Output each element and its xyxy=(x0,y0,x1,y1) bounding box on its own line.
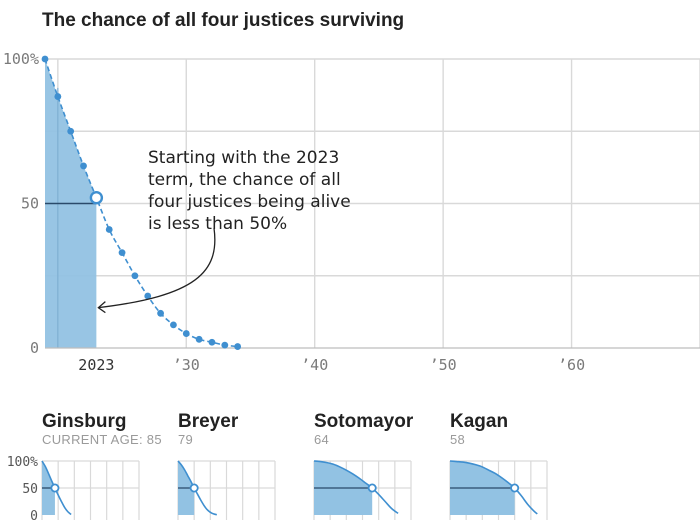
data-point xyxy=(131,272,139,280)
data-point xyxy=(67,127,75,135)
x-tick-label: ’50 xyxy=(430,356,457,374)
x-tick-label: 2023 xyxy=(78,356,114,374)
data-point xyxy=(105,226,113,233)
annotation-arrow xyxy=(98,227,216,309)
data-point xyxy=(157,309,164,317)
mini-y-tick-label: 0 xyxy=(30,509,38,520)
data-point xyxy=(195,335,203,343)
data-point xyxy=(208,338,216,346)
mini-series-line xyxy=(449,460,538,515)
x-tick-label: ’60 xyxy=(558,356,585,374)
y-tick-label: 0 xyxy=(30,339,39,357)
justice-age: 64 xyxy=(314,432,329,447)
x-tick-label: ’40 xyxy=(301,356,328,374)
data-point xyxy=(41,55,49,63)
mini-series-line xyxy=(177,460,217,516)
justice-age: 79 xyxy=(178,432,193,447)
justice-age: CURRENT AGE: 85 xyxy=(42,432,162,447)
justice-name: Kagan xyxy=(450,411,508,432)
main-plot: 0 50 100% 2023 ’30 ’40 ’50 ’60 xyxy=(3,50,700,374)
justice-name: Sotomayor xyxy=(314,411,414,432)
y-tick-label: 100% xyxy=(3,50,39,68)
justice-name: Ginsburg xyxy=(42,411,126,432)
mini-marker xyxy=(510,483,520,493)
data-point xyxy=(144,292,152,300)
mini-y-tick-label: 50 xyxy=(22,482,38,497)
justice-name: Breyer xyxy=(178,411,239,432)
data-point xyxy=(80,162,87,170)
mini-marker xyxy=(50,483,60,493)
annotation-text-line: Starting with the 2023 xyxy=(148,148,339,168)
data-point xyxy=(234,343,242,350)
mini-marker xyxy=(189,483,199,493)
data-point xyxy=(182,330,190,337)
x-tick-label: ’30 xyxy=(173,356,200,374)
annotation-text-line: term, the chance of all xyxy=(148,170,341,190)
annotation-arrowhead xyxy=(97,301,106,314)
annotation-text-line: four justices being alive xyxy=(148,192,351,212)
data-point xyxy=(170,321,177,329)
mini-series-line xyxy=(313,460,399,515)
mini-marker xyxy=(367,483,377,493)
annotation-text-line: is less than 50% xyxy=(148,214,287,234)
data-point xyxy=(54,93,62,100)
y-tick-label: 50 xyxy=(21,195,39,213)
data-point xyxy=(221,341,229,349)
mini-y-tick-label: 100% xyxy=(7,455,38,470)
highlight-point xyxy=(89,191,104,205)
data-point xyxy=(118,249,126,257)
justice-age: 58 xyxy=(450,432,465,447)
chart-title: The chance of all four justices survivin… xyxy=(42,10,404,31)
